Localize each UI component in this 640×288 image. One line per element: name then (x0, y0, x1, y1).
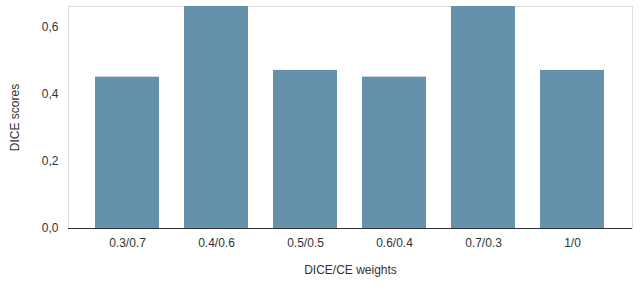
svg-text:0.3/0.7: 0.3/0.7 (109, 236, 146, 250)
svg-text:1/0: 1/0 (564, 236, 581, 250)
svg-text:0,6: 0,6 (42, 20, 59, 34)
svg-text:0.7/0.3: 0.7/0.3 (465, 236, 502, 250)
svg-text:DICE scores: DICE scores (8, 84, 22, 151)
svg-text:0,4: 0,4 (42, 87, 59, 101)
svg-text:0.6/0.4: 0.6/0.4 (376, 236, 413, 250)
svg-text:0.4/0.6: 0.4/0.6 (198, 236, 235, 250)
svg-text:0,2: 0,2 (42, 154, 59, 168)
svg-text:0.5/0.5: 0.5/0.5 (287, 236, 324, 250)
svg-text:DICE/CE weights: DICE/CE weights (304, 263, 397, 277)
svg-text:0,0: 0,0 (42, 221, 59, 235)
